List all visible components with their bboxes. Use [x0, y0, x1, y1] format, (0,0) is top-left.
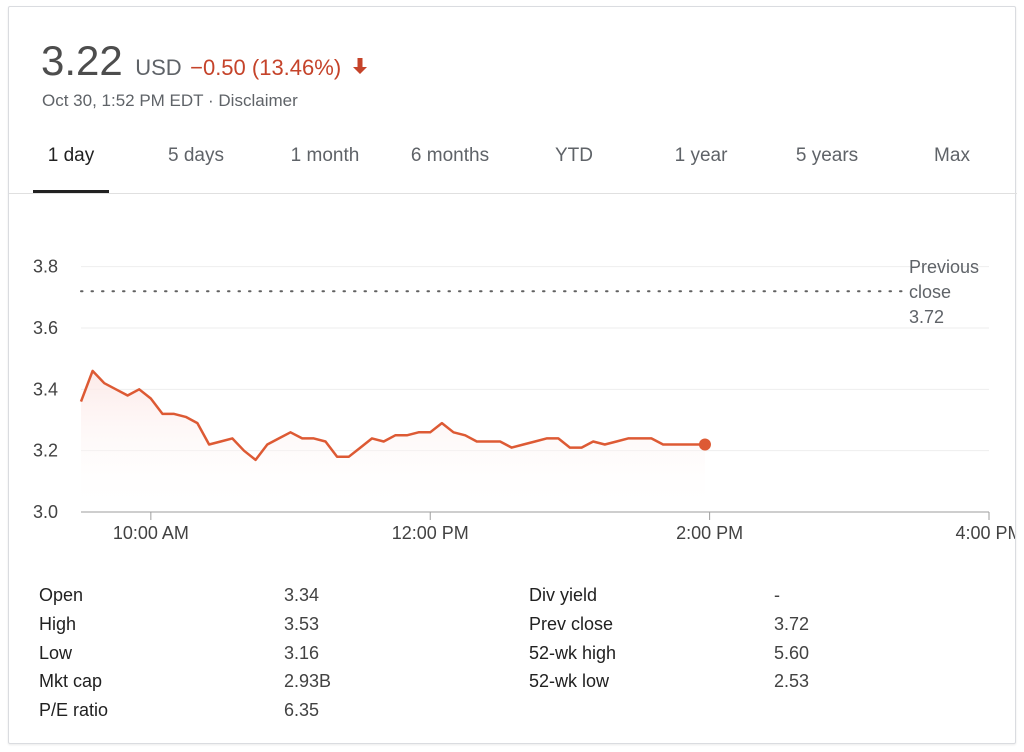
- tab-6-months[interactable]: 6 months: [410, 145, 490, 166]
- tab-ytd[interactable]: YTD: [555, 145, 593, 166]
- tab-max[interactable]: Max: [934, 145, 970, 166]
- stat-label-pe-ratio: P/E ratio: [39, 700, 109, 720]
- x-tick-label: 12:00 PM: [392, 523, 469, 543]
- x-tick-label: 4:00 PM: [955, 523, 1015, 543]
- stock-card: 3.22 USD −0.50 (13.46%) Oct 30, 1:52 PM …: [8, 6, 1017, 744]
- tab-1-year[interactable]: 1 year: [674, 145, 728, 166]
- currency-code: USD: [135, 55, 182, 80]
- y-tick-label: 3.8: [33, 257, 58, 277]
- stat-label-prev-close: Prev close: [529, 614, 614, 634]
- y-tick-label: 3.6: [33, 318, 58, 338]
- stat-value-52wk-high: 5.60: [774, 643, 810, 663]
- series-area: [81, 370, 705, 512]
- quote-timestamp-line: Oct 30, 1:52 PM EDT · Disclaimer: [42, 91, 298, 111]
- current-price-point: [698, 438, 711, 451]
- stat-label-52wk-high: 52-wk high: [529, 643, 617, 663]
- y-tick-label: 3.2: [33, 441, 58, 461]
- disclaimer-link[interactable]: Disclaimer: [218, 91, 298, 110]
- stat-label-high: High: [39, 614, 77, 634]
- stat-value-high: 3.53: [284, 614, 320, 634]
- stat-label-open: Open: [39, 585, 84, 605]
- x-tick-label: 10:00 AM: [113, 523, 189, 543]
- price-chart[interactable]: 3.8 3.6 3.4 3.2 3.0 10:00 AM 12:00 PM 2:00 PM 4:…: [9, 7, 1015, 567]
- stat-label-div-yield: Div yield: [529, 585, 598, 605]
- stat-value-pe-ratio: 6.35: [284, 700, 320, 720]
- range-tabs: 1 day 5 days 1 month 6 months YTD 1 year…: [9, 129, 1017, 194]
- stat-label-low: Low: [39, 643, 73, 663]
- price-header: 3.22 USD −0.50 (13.46%): [41, 37, 368, 85]
- quote-timestamp: Oct 30, 1:52 PM EDT: [42, 91, 204, 110]
- stat-value-low: 3.16: [284, 643, 320, 663]
- stat-value-prev-close: 3.72: [774, 614, 810, 634]
- stat-label-mkt-cap: Mkt cap: [39, 671, 103, 691]
- price-series-line: [79, 369, 705, 462]
- tab-5-years[interactable]: 5 years: [795, 145, 859, 166]
- price-change: −0.50 (13.46%): [190, 55, 342, 80]
- tab-1-month[interactable]: 1 month: [290, 145, 360, 166]
- stat-value-open: 3.34: [284, 585, 320, 605]
- stat-value-52wk-low: 2.53: [774, 671, 810, 691]
- previous-close-label: Previous close 3.72: [909, 257, 979, 327]
- tab-5-days[interactable]: 5 days: [168, 145, 224, 166]
- y-tick-label: 3.4: [33, 379, 58, 399]
- tab-1-day[interactable]: 1 day: [33, 129, 109, 193]
- x-tick-label: 2:00 PM: [676, 523, 743, 543]
- stat-value-mkt-cap: 2.93B: [284, 671, 332, 691]
- current-price: 3.22: [41, 37, 123, 84]
- stat-label-52wk-low: 52-wk low: [529, 671, 610, 691]
- stat-value-div-yield: -: [774, 585, 780, 605]
- arrow-down-icon: [352, 57, 368, 80]
- separator: ·: [208, 91, 214, 110]
- y-tick-label: 3.0: [33, 502, 58, 522]
